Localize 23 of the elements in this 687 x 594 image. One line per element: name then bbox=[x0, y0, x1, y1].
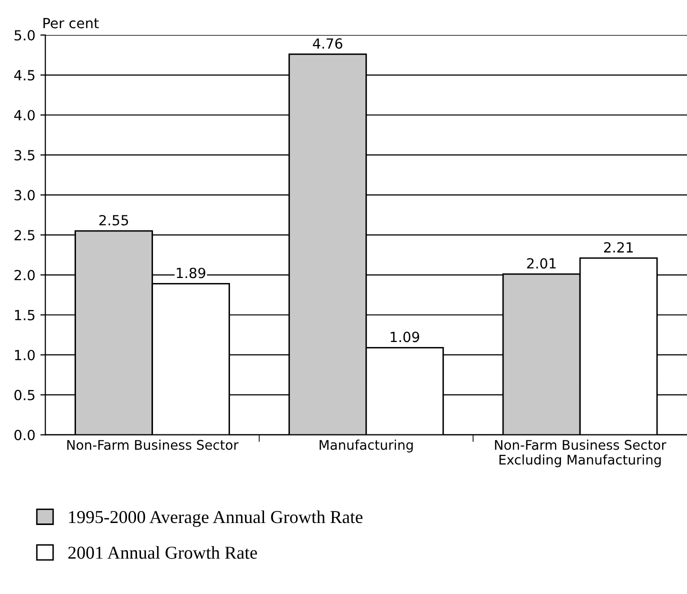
text: 0.5 bbox=[14, 390, 34, 400]
text: 4.0 bbox=[14, 110, 35, 120]
legend-label: 1995-2000 Average Annual Growth Rate bbox=[69, 510, 362, 527]
data-label: 2.55 bbox=[99, 214, 128, 226]
text: 4.5 bbox=[14, 70, 34, 80]
text: 1.5 bbox=[15, 310, 34, 320]
x-tick-label: Non-Farm Business Sector bbox=[67, 440, 239, 450]
data-label: 1.09 bbox=[390, 332, 420, 342]
legend-label: 2001 Annual Growth Rate bbox=[68, 546, 257, 559]
text: 2.0 bbox=[14, 270, 35, 280]
data-label: 4.76 bbox=[312, 38, 342, 49]
x-tick-label: Manufacturing bbox=[320, 440, 413, 452]
data-label: 1.89 bbox=[176, 268, 206, 278]
text: 2.5 bbox=[14, 230, 34, 240]
data-label: 2.01 bbox=[527, 258, 556, 269]
x-tick-label: Non-Farm Business Sector Excluding Manufacturing bbox=[495, 440, 666, 468]
y-axis-title: Per cent bbox=[43, 18, 99, 28]
text: 1.0 bbox=[15, 350, 35, 360]
text: 0.0 bbox=[14, 430, 35, 440]
data-label: 2.21 bbox=[604, 242, 633, 252]
text: 3.0 bbox=[14, 190, 35, 200]
text: 5.0 bbox=[14, 30, 35, 41]
text: 3.5 bbox=[14, 150, 34, 160]
